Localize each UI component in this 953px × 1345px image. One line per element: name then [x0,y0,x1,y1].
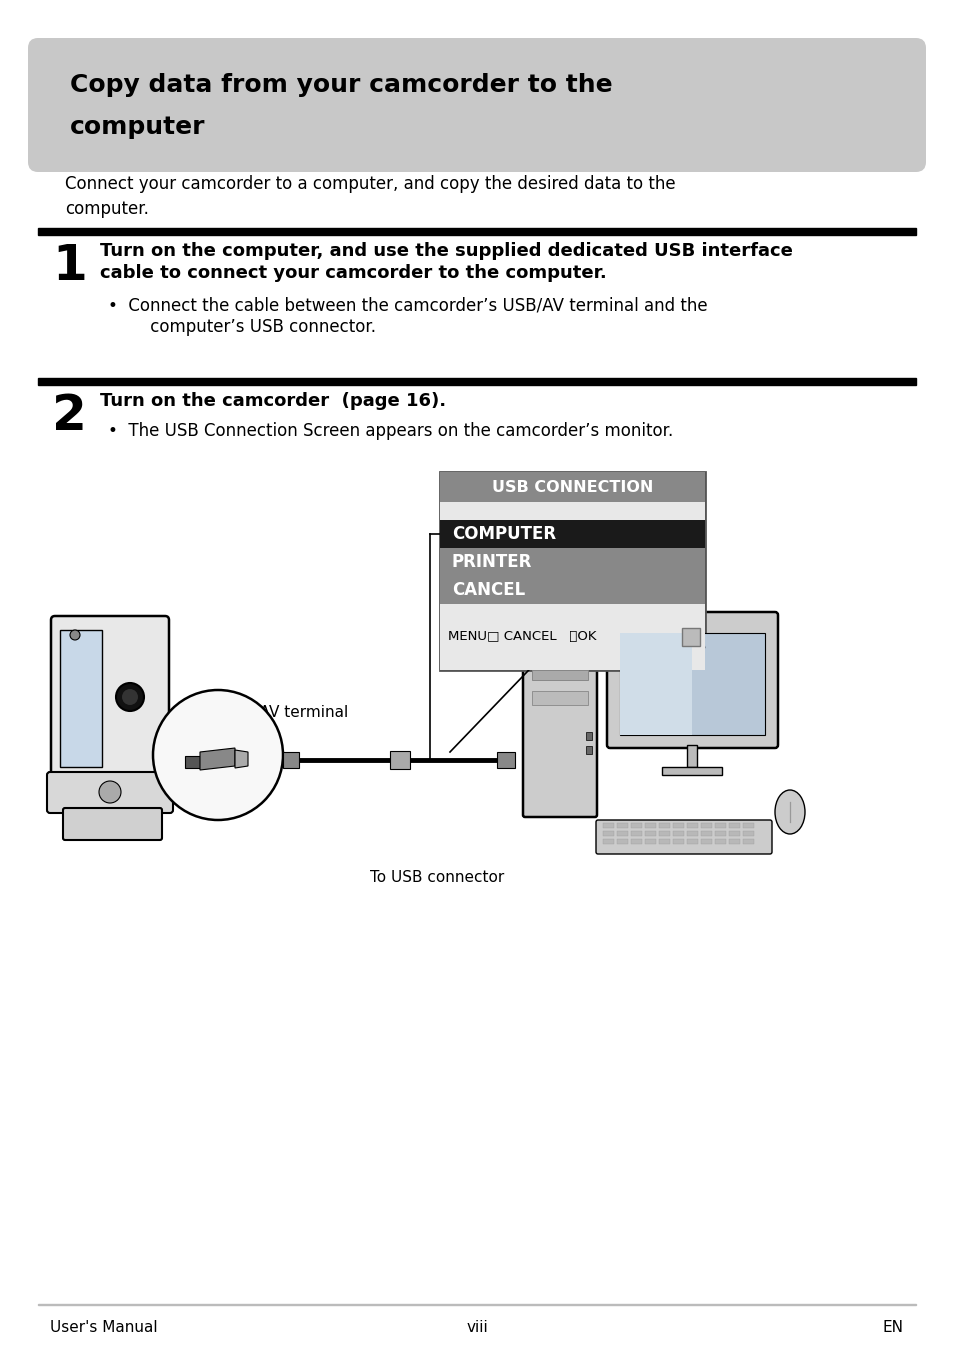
Bar [390,751,410,769]
Bar [630,823,641,829]
Bar [38,378,915,385]
Bar [672,831,683,837]
Bar [619,633,764,734]
Bar [700,831,711,837]
FancyBboxPatch shape [522,628,597,816]
Bar [659,839,669,845]
Bar [728,823,740,829]
Text: cable to connect your camcorder to the computer.: cable to connect your camcorder to the c… [100,264,606,282]
Text: computer.: computer. [65,200,149,218]
Text: computer: computer [70,116,205,139]
Circle shape [99,781,121,803]
Text: •  The USB Connection Screen appears on the camcorder’s monitor.: • The USB Connection Screen appears on t… [108,422,673,440]
Bar [38,229,915,235]
Circle shape [116,683,144,712]
Bar [532,691,587,705]
Text: Turn on the camcorder  (page 16).: Turn on the camcorder (page 16). [100,391,446,410]
Bar [686,831,698,837]
Bar [644,839,656,845]
Text: viii: viii [466,1319,487,1334]
FancyBboxPatch shape [47,772,172,812]
Bar [617,831,627,837]
Bar [714,839,725,845]
Bar [672,823,683,829]
Polygon shape [234,751,248,768]
Bar [700,823,711,829]
Bar [439,502,704,521]
FancyBboxPatch shape [596,820,771,854]
Bar [439,472,704,502]
Text: MENU□ CANCEL   ⒪OK: MENU□ CANCEL ⒪OK [448,631,596,643]
Text: Supplied dedicated: Supplied dedicated [555,623,702,638]
Text: PRINTER: PRINTER [452,553,532,572]
Bar [532,643,587,658]
Text: Turn on the computer, and use the supplied dedicated USB interface: Turn on the computer, and use the suppli… [100,242,792,260]
Text: EN: EN [882,1319,903,1334]
Bar [617,823,627,829]
Bar [439,547,704,576]
FancyBboxPatch shape [606,612,778,748]
Bar [686,823,698,829]
Bar [728,839,740,845]
Text: To USB connector: To USB connector [370,870,504,885]
Bar [532,670,587,681]
Bar [644,823,656,829]
Bar [602,839,614,845]
Text: 2: 2 [52,391,87,440]
Bar [630,839,641,845]
Bar [700,839,711,845]
Bar [617,839,627,845]
Bar [681,628,700,646]
Circle shape [122,689,138,705]
Bar [742,839,753,845]
Bar [686,839,698,845]
Text: User's Manual: User's Manual [50,1319,157,1334]
Bar [602,823,614,829]
Bar [497,752,515,768]
Circle shape [152,690,283,820]
Bar [661,767,721,775]
Bar [644,831,656,837]
FancyBboxPatch shape [51,616,169,779]
Bar [439,576,704,604]
Bar [585,746,592,755]
Bar [283,752,298,768]
Text: 1: 1 [52,242,87,291]
Bar [672,839,683,845]
Bar [439,604,704,670]
Text: •  Connect the cable between the camcorder’s USB/AV terminal and the: • Connect the cable between the camcorde… [108,296,707,313]
Bar [60,629,102,767]
Bar [602,831,614,837]
Bar [585,732,592,740]
Text: USB interface cable: USB interface cable [555,640,705,655]
Text: COMPUTER: COMPUTER [452,525,556,543]
Bar [439,472,704,670]
Bar [686,745,697,767]
Ellipse shape [774,790,804,834]
Text: USB CONNECTION: USB CONNECTION [492,480,653,495]
Circle shape [70,629,80,640]
Text: Connect your camcorder to a computer, and copy the desired data to the: Connect your camcorder to a computer, an… [65,175,675,192]
Bar [714,831,725,837]
Bar [630,831,641,837]
FancyBboxPatch shape [63,808,162,841]
Bar [742,831,753,837]
Text: To USB/AV terminal: To USB/AV terminal [202,705,348,720]
Bar [728,831,740,837]
Text: CANCEL: CANCEL [452,581,525,599]
Bar [714,823,725,829]
Bar [659,823,669,829]
Text: computer’s USB connector.: computer’s USB connector. [124,317,375,336]
Polygon shape [185,756,200,768]
Bar [439,521,704,547]
Bar [742,823,753,829]
Bar [619,633,691,734]
Text: Copy data from your camcorder to the: Copy data from your camcorder to the [70,73,612,97]
Polygon shape [200,748,234,769]
FancyBboxPatch shape [28,38,925,172]
Bar [659,831,669,837]
